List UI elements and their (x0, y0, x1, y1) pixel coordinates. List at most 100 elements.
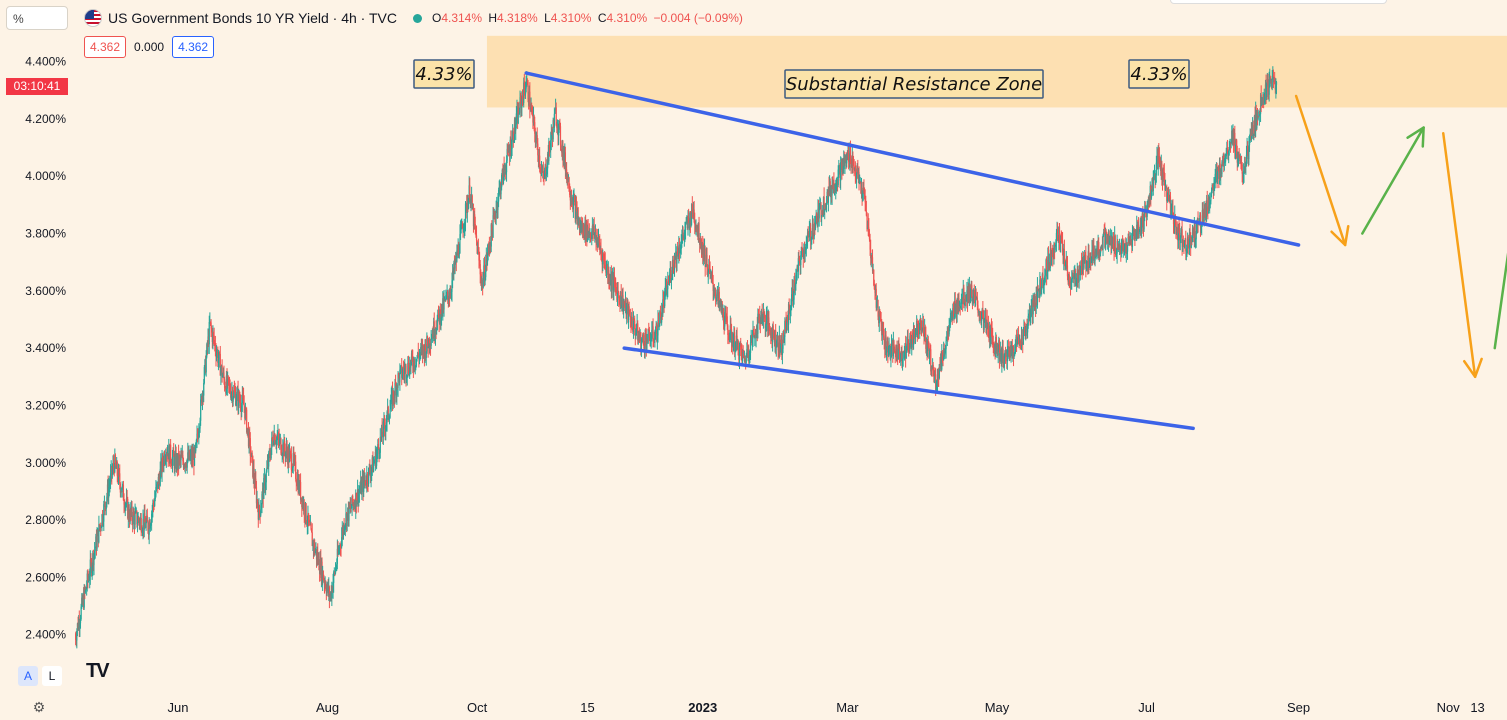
candle-body (795, 271, 798, 276)
candle-body (457, 245, 459, 255)
candle-body (215, 350, 217, 358)
candle-body (1255, 111, 1257, 132)
candle-body (1112, 237, 1115, 250)
candle-body (204, 359, 206, 368)
candle-body (1079, 267, 1081, 275)
candle-body (193, 453, 195, 466)
candle-body (1136, 224, 1138, 231)
candle-body (1004, 351, 1006, 354)
candle-body (147, 521, 149, 531)
candle-body (941, 352, 943, 370)
candle-body (569, 194, 571, 201)
candle-body (1117, 240, 1119, 249)
candle-body (95, 536, 97, 548)
candle-body (913, 325, 915, 345)
candle-body (846, 153, 848, 160)
candle-body (391, 390, 393, 395)
candle-body (222, 372, 224, 376)
candle-body (808, 234, 810, 237)
candle-body (859, 181, 861, 183)
candle-body (363, 475, 365, 482)
candle-body (149, 522, 151, 529)
candle-body (906, 344, 908, 348)
candle-body (1059, 243, 1061, 245)
candle-body (860, 181, 862, 194)
candle-body (116, 462, 118, 476)
candle-body (1111, 237, 1113, 245)
candle-body (933, 370, 935, 377)
candle-body (600, 248, 602, 254)
candle-body (913, 325, 915, 333)
candle-body (741, 350, 744, 361)
candle-body (669, 270, 671, 275)
candle-body (789, 308, 791, 315)
candle-body (493, 213, 495, 217)
candle-body (768, 317, 770, 326)
top-right-panel[interactable] (1170, 0, 1387, 4)
log-scale-button[interactable]: L (42, 666, 62, 686)
candle-body (591, 225, 593, 232)
settings-gear-icon[interactable]: ⚙ (32, 699, 46, 715)
candle-body (614, 282, 616, 284)
candle-body (993, 347, 996, 349)
candle-body (1003, 363, 1005, 368)
candle-body (740, 345, 742, 351)
candle-body (604, 260, 606, 262)
candle-body (292, 467, 294, 471)
candle-body (1177, 223, 1180, 241)
price-scale[interactable] (0, 0, 75, 692)
candle-body (814, 223, 816, 229)
candle-body (266, 462, 269, 468)
candle-body (857, 172, 860, 178)
candle-body (344, 524, 346, 527)
candle-body (623, 303, 625, 305)
candle-body (721, 303, 723, 313)
candle-body (757, 313, 760, 317)
candle-body (179, 457, 182, 461)
candle-body (966, 290, 969, 302)
candle-body (722, 308, 724, 313)
candle-body (861, 187, 863, 198)
candle-body (461, 223, 464, 228)
candle-body (985, 319, 988, 327)
symbol-title[interactable]: US Government Bonds 10 YR Yield · 4h · T… (108, 10, 397, 26)
candle-body (397, 373, 399, 388)
candle-body (1054, 245, 1056, 250)
candle-body (163, 454, 166, 463)
candle-body (872, 269, 874, 272)
candle-body (75, 639, 77, 641)
candle-body (366, 473, 368, 485)
candle-body (1271, 75, 1273, 88)
candle-body (1168, 198, 1170, 202)
candle-body (1186, 248, 1188, 251)
candle-body (1212, 187, 1214, 190)
candle-body (406, 375, 408, 378)
y-tick-label-5: 3.200% (25, 398, 66, 412)
candle-body (662, 299, 665, 301)
candle-body (1062, 251, 1064, 264)
indicator-value-3[interactable]: 4.362 (172, 36, 215, 58)
candle-body (417, 352, 419, 356)
candle-body (859, 182, 861, 184)
candle-body (1124, 245, 1126, 249)
unit-selector[interactable]: % (6, 6, 68, 30)
candle-body (553, 120, 555, 128)
candle-body (444, 298, 446, 301)
candle-body (1204, 208, 1206, 213)
candle-body (498, 186, 500, 191)
candle-body (582, 224, 584, 231)
candle-body (637, 334, 639, 341)
candle-body (197, 435, 199, 438)
candle-body (610, 273, 612, 283)
candle-body (273, 434, 275, 444)
auto-scale-button[interactable]: A (18, 666, 38, 686)
candle-body (257, 507, 259, 520)
candle-body (784, 320, 786, 338)
candle-body (1156, 156, 1158, 163)
candle-body (816, 213, 818, 219)
candle-body (585, 220, 587, 239)
indicator-value-1[interactable]: 4.362 (84, 36, 127, 58)
candle-body (111, 466, 113, 475)
candle-body (86, 573, 88, 588)
